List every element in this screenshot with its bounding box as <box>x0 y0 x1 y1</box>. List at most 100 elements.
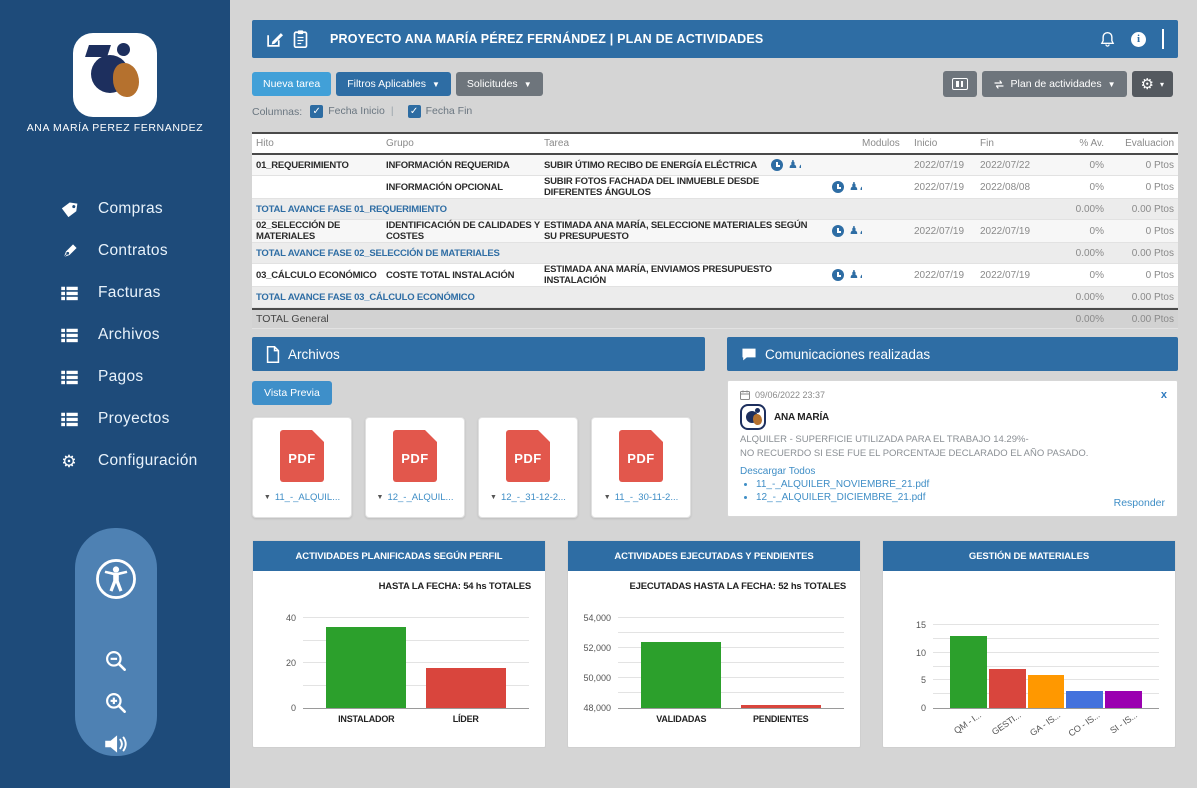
bar-column: QM - I... <box>949 617 987 736</box>
edit-icon[interactable] <box>266 31 283 48</box>
table-row[interactable]: INFORMACIÓN OPCIONAL SUBIR FOTOS FACHADA … <box>252 176 1178 199</box>
attachments-list: 11_-_ALQUILER_NOVIEMBRE_21.pdf 12_-_ALQUI… <box>740 479 1165 503</box>
table-row[interactable]: 03_CÁLCULO ECONÓMICO COSTE TOTAL INSTALAC… <box>252 264 1178 287</box>
cell-avance: 0% <box>1089 269 1104 281</box>
filters-dropdown[interactable]: Filtros Aplicables ▼ <box>336 72 451 96</box>
cell-evaluacion: 0 Ptos <box>1145 181 1174 193</box>
clock-icon[interactable] <box>771 159 783 171</box>
gridline <box>618 617 844 618</box>
sidebar-item-pagos[interactable]: Pagos <box>0 356 230 398</box>
bar-label: PENDIENTES <box>752 714 809 724</box>
users-icon[interactable]: ♟♟ <box>849 269 862 281</box>
sidebar-item-label: Pagos <box>98 368 144 385</box>
sidebar-item-label: Proyectos <box>98 410 170 427</box>
attachment-link[interactable]: 12_-_ALQUILER_DICIEMBRE_21.pdf <box>756 492 1165 503</box>
reply-link[interactable]: Responder <box>1113 497 1165 509</box>
clock-icon[interactable] <box>832 269 844 281</box>
bar-label: SI - IS... <box>1107 710 1139 736</box>
tarea-text: SUBIR FOTOS FACHADA DEL INMUEBLE DESDE D… <box>544 176 759 198</box>
new-task-button[interactable]: Nueva tarea <box>252 72 332 96</box>
pdf-file-card[interactable]: PDF ▼ 12_-_ALQUIL... <box>365 417 465 518</box>
bar-label: CO - IS... <box>1066 710 1102 739</box>
y-axis-tick: 54,000 <box>583 613 611 623</box>
settings-dropdown[interactable]: ⚙ ▾ <box>1131 71 1173 97</box>
requests-dropdown[interactable]: Solicitudes ▼ <box>455 72 543 96</box>
column-header[interactable]: Inicio <box>914 138 938 149</box>
column-header[interactable]: Grupo <box>386 138 414 149</box>
column-header[interactable]: Modulos <box>862 138 900 149</box>
sidebar-item-configuracin[interactable]: ⚙ Configuración <box>0 440 230 482</box>
sidebar-item-archivos[interactable]: Archivos <box>0 314 230 356</box>
sidebar-item-compras[interactable]: Compras <box>0 188 230 230</box>
column-header[interactable]: Tarea <box>544 138 570 149</box>
columns-label: Columnas: <box>252 105 303 118</box>
caret-down-icon[interactable]: ▼ <box>490 494 497 501</box>
gear-icon: ⚙ <box>1140 76 1154 93</box>
column-checkbox[interactable]: ✓ <box>310 105 324 118</box>
tag-icon <box>58 200 80 218</box>
table-total-row[interactable]: TOTAL AVANCE FASE 02_SELECCIÓN DE MATERI… <box>252 243 1178 264</box>
card-view-button[interactable] <box>942 71 977 97</box>
table-row[interactable]: 01_REQUERIMIENTO INFORMACIÓN REQUERIDA SUB… <box>252 155 1178 176</box>
archivos-header: Archivos <box>252 337 705 371</box>
file-name[interactable]: ▼ 12_-_31-12-2... <box>490 492 566 503</box>
cell-inicio: 2022/07/19 <box>914 159 965 171</box>
tarea-icons: ♟♟ <box>832 269 862 281</box>
total-avance: 0.00% <box>1075 203 1104 215</box>
caret-down-icon[interactable]: ▼ <box>603 494 611 501</box>
caret-down-icon[interactable]: ▼ <box>263 494 271 501</box>
tarea-icons: ♟♟ <box>832 181 862 193</box>
attachment-link[interactable]: 11_-_ALQUILER_NOVIEMBRE_21.pdf <box>756 479 1165 490</box>
y-axis-tick: 52,000 <box>583 643 611 653</box>
column-header[interactable]: % Av. <box>1079 138 1104 149</box>
sidebar-item-facturas[interactable]: Facturas <box>0 272 230 314</box>
pen-icon <box>58 242 80 260</box>
column-header[interactable]: Hito <box>256 138 274 149</box>
table-total-row[interactable]: TOTAL AVANCE FASE 01_REQUERIMIENTO 0.00% 0… <box>252 199 1178 220</box>
chart-subtitle <box>883 571 1175 595</box>
file-name[interactable]: ▼ 11_-_30-11-2... <box>604 492 679 503</box>
pdf-file-card[interactable]: PDF ▼ 11_-_30-11-2... <box>591 417 691 518</box>
sidebar-item-proyectos[interactable]: Proyectos <box>0 398 230 440</box>
bar-label: INSTALADOR <box>338 714 395 724</box>
column-checkbox-label: Fecha Fin <box>425 105 473 117</box>
sidebar-item-contratos[interactable]: Contratos <box>0 230 230 272</box>
preview-button[interactable]: Vista Previa <box>252 381 332 405</box>
pdf-file-card[interactable]: PDF ▼ 11_-_ALQUIL... <box>252 417 352 518</box>
bar-column: LÍDER <box>425 609 506 724</box>
users-icon[interactable]: ♟♟ <box>849 181 862 193</box>
users-icon[interactable]: ♟♟ <box>849 225 862 237</box>
file-name[interactable]: ▼ 12_-_ALQUIL... <box>377 492 454 503</box>
bar <box>641 642 722 708</box>
download-all-link[interactable]: Descargar Todos <box>740 465 816 477</box>
column-header[interactable]: Evaluacion <box>1125 138 1174 149</box>
users-icon[interactable]: ♟♟ <box>788 159 801 171</box>
file-name-text: 11_-_30-11-2... <box>614 492 679 503</box>
close-icon[interactable]: x <box>1160 389 1167 401</box>
bar-column: VALIDADAS <box>641 609 722 724</box>
column-checkbox[interactable]: ✓ <box>407 105 421 118</box>
sidebar-item-label: Facturas <box>98 284 161 301</box>
zoom-out-icon[interactable] <box>103 648 129 674</box>
cell-inicio: 2022/07/19 <box>914 181 965 193</box>
table-row[interactable]: 02_SELECCIÓN DE MATERIALES IDENTIFICACIÓN… <box>252 220 1178 243</box>
bar-label: LÍDER <box>452 714 479 724</box>
info-icon[interactable]: i <box>1131 31 1146 47</box>
universal-access-icon[interactable] <box>95 558 137 600</box>
clock-icon[interactable] <box>832 181 844 193</box>
zoom-in-icon[interactable] <box>103 690 129 716</box>
table-grand-total-row: TOTAL General 0.00% 0.00 Ptos <box>252 308 1178 329</box>
chart-panel: ACTIVIDADES PLANIFICADAS SEGÚN PERFIL HAS… <box>252 540 546 748</box>
file-name[interactable]: ▼ 11_-_ALQUIL... <box>264 492 340 503</box>
clock-icon[interactable] <box>832 225 844 237</box>
clipboard-icon[interactable] <box>293 30 308 48</box>
bar-column: CO - IS... <box>1066 617 1104 739</box>
speaker-icon[interactable] <box>102 732 130 756</box>
list-icon <box>58 410 80 428</box>
caret-down-icon[interactable]: ▼ <box>376 494 384 501</box>
table-total-row[interactable]: TOTAL AVANCE FASE 03_CÁLCULO ECONÓMICO 0.… <box>252 287 1178 308</box>
bell-icon[interactable] <box>1100 31 1115 48</box>
column-header[interactable]: Fin <box>980 138 994 149</box>
plan-dropdown[interactable]: Plan de actividades ▼ <box>981 71 1127 97</box>
pdf-file-card[interactable]: PDF ▼ 12_-_31-12-2... <box>478 417 578 518</box>
